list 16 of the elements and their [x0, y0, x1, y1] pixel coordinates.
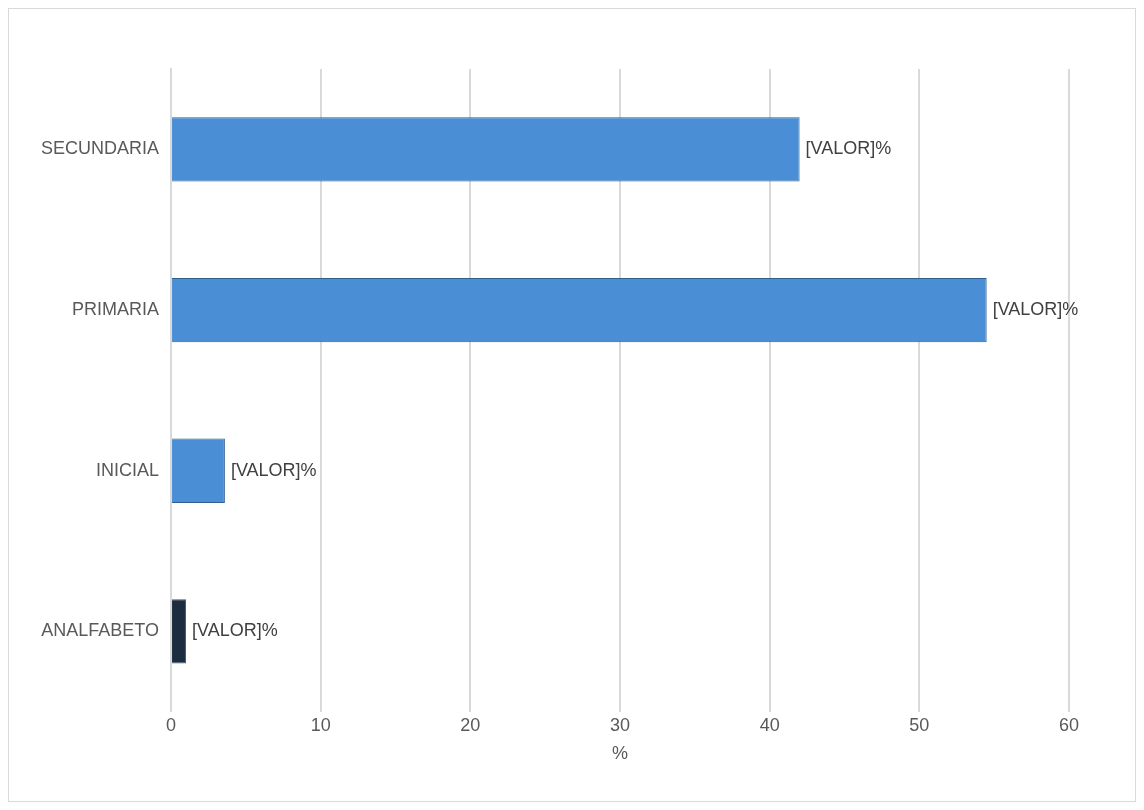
data-label: [VALOR]% — [191, 620, 278, 641]
x-tick-label: 30 — [609, 714, 631, 735]
y-tick-label: SECUNDARIA — [40, 138, 160, 159]
x-tick-label: 40 — [759, 714, 780, 735]
y-tick-label: INICIAL — [95, 459, 160, 480]
data-label: [VALOR]% — [230, 459, 317, 480]
data-label: [VALOR]% — [992, 299, 1079, 320]
x-tick-label: 10 — [310, 714, 331, 735]
x-tick-label: 20 — [460, 714, 481, 735]
x-tick-label: 50 — [909, 714, 930, 735]
x-tick-label: 60 — [1058, 714, 1080, 735]
y-tick-label: ANALFABETO — [41, 620, 160, 641]
x-axis-title: % — [612, 743, 629, 764]
y-tick-label: PRIMARIA — [72, 299, 160, 320]
x-tick-label: 0 — [166, 714, 177, 735]
data-label: [VALOR]% — [805, 138, 892, 159]
